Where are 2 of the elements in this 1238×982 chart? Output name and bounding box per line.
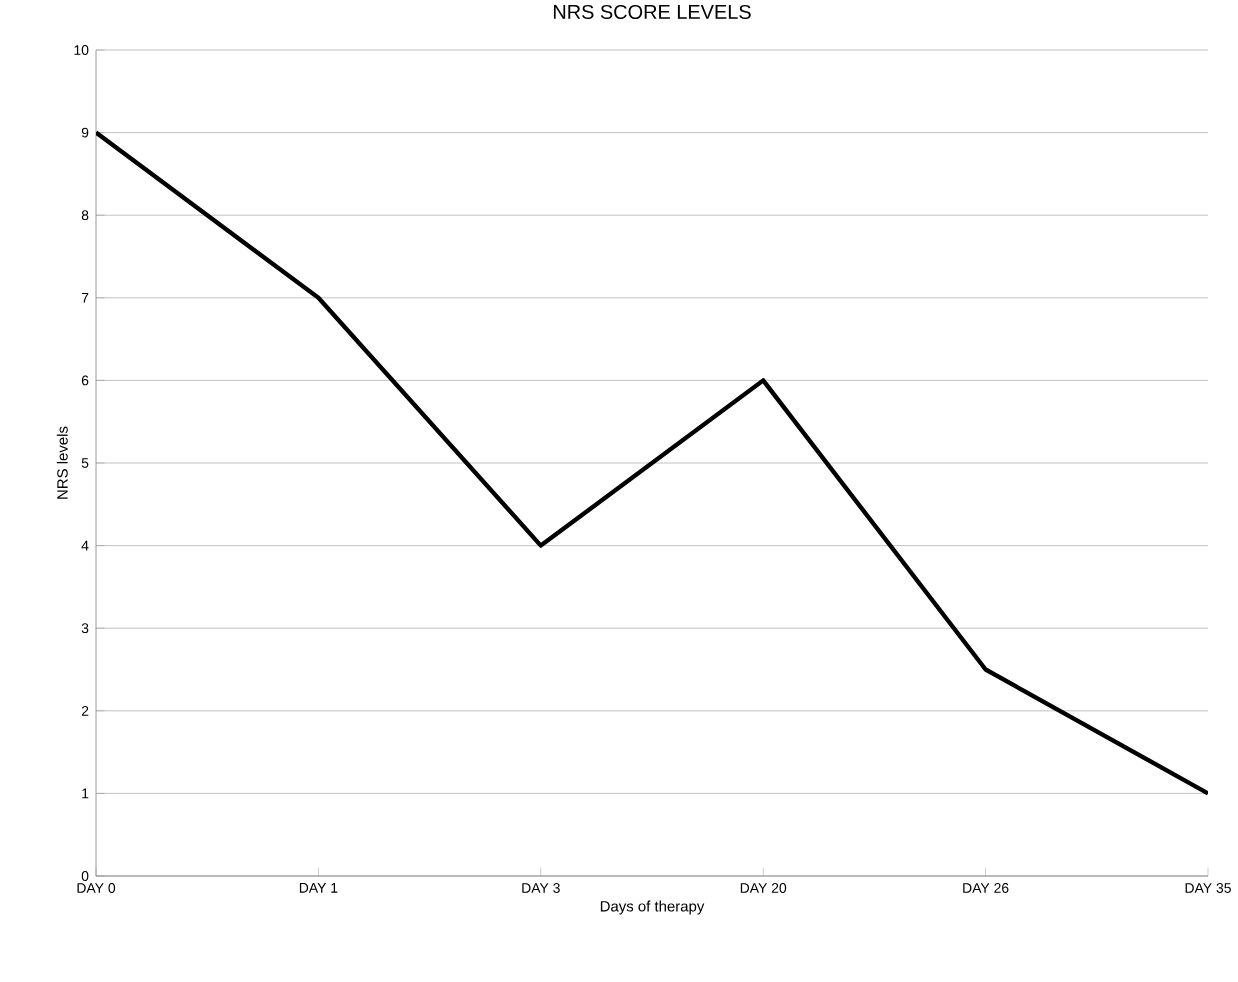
line-series bbox=[96, 130, 1209, 796]
chart-title: NRS SCORE LEVELS bbox=[553, 4, 751, 19]
